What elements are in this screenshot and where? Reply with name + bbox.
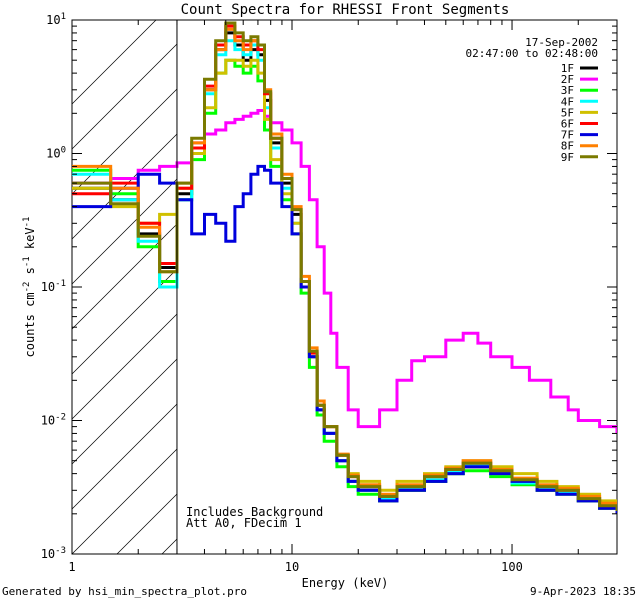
series-8F bbox=[72, 27, 617, 511]
generated-by-label: Generated by hsi_min_spectra_plot.pro bbox=[2, 585, 248, 598]
y-label-exp: -1 bbox=[22, 256, 32, 267]
legend-label: 7F bbox=[561, 129, 574, 142]
date-label: 17-Sep-2002 bbox=[525, 36, 598, 49]
series-5F bbox=[72, 58, 617, 509]
legend-label: 2F bbox=[561, 73, 574, 86]
annotation-attenuator: Att A0, FDecim 1 bbox=[186, 516, 302, 530]
hatched-region bbox=[72, 20, 640, 554]
hatch-line bbox=[72, 403, 177, 510]
y-tick-exponent: 0 bbox=[61, 146, 66, 156]
hatch-line bbox=[72, 43, 177, 150]
legend-label: 3F bbox=[561, 84, 574, 97]
series-3F bbox=[72, 58, 617, 514]
hatch-line bbox=[72, 88, 177, 195]
annotation-background: Includes Background bbox=[186, 505, 323, 519]
y-tick-base: 10 bbox=[46, 147, 60, 161]
y-label-part: keV bbox=[23, 227, 37, 256]
x-tick-label: 10 bbox=[285, 560, 299, 574]
series-7F bbox=[72, 164, 617, 514]
x-tick-label: 1 bbox=[68, 560, 75, 574]
legend-label: 9F bbox=[561, 151, 574, 164]
y-tick-base: 10 bbox=[41, 414, 55, 428]
y-tick-base: 10 bbox=[46, 13, 60, 27]
timestamp-label: 9-Apr-2023 18:35 bbox=[530, 585, 636, 598]
series-4F bbox=[72, 39, 617, 514]
y-tick-label: 10-3 bbox=[41, 546, 66, 561]
hatch-line bbox=[72, 448, 177, 554]
hatch-line bbox=[72, 313, 177, 420]
y-tick-label: 10-2 bbox=[41, 413, 66, 428]
time-range-label: 02:47:00 to 02:48:00 bbox=[466, 47, 598, 60]
x-axis-label: Energy (keV) bbox=[302, 576, 389, 590]
y-tick-base: 10 bbox=[41, 280, 55, 294]
y-label-exp: -2 bbox=[22, 282, 32, 293]
y-tick-exponent: 1 bbox=[61, 12, 66, 22]
y-label-part: s bbox=[23, 267, 37, 281]
chart-title: Count Spectra for RHESSI Front Segments bbox=[181, 2, 510, 18]
y-tick-base: 10 bbox=[41, 547, 55, 561]
hatch-line bbox=[72, 223, 177, 330]
series-6F bbox=[72, 24, 617, 511]
y-axis-label: counts cm-2 s-1 keV-1 bbox=[22, 217, 37, 358]
y-tick-exponent: -1 bbox=[55, 279, 66, 289]
legend-label: 5F bbox=[561, 106, 574, 119]
y-tick-exponent: -2 bbox=[55, 413, 66, 423]
x-tick-label: 100 bbox=[501, 560, 523, 574]
y-tick-label: 100 bbox=[46, 146, 66, 161]
x-axis: 1 10 100 bbox=[68, 20, 618, 574]
y-label-part: counts cm bbox=[23, 292, 37, 357]
series-layer bbox=[72, 21, 617, 514]
y-label-exp: -1 bbox=[22, 217, 32, 228]
hatch-line bbox=[567, 20, 640, 554]
legend-label: 8F bbox=[561, 140, 574, 153]
y-tick-label: 10-1 bbox=[41, 279, 66, 294]
series-9F bbox=[72, 21, 617, 511]
legend-label: 4F bbox=[561, 95, 574, 108]
legend-label: 6F bbox=[561, 118, 574, 131]
series-2F bbox=[72, 109, 617, 434]
series-1F bbox=[72, 31, 617, 514]
legend-label: 1F bbox=[561, 62, 574, 75]
y-tick-exponent: -3 bbox=[55, 546, 66, 556]
y-tick-label: 101 bbox=[46, 12, 66, 27]
